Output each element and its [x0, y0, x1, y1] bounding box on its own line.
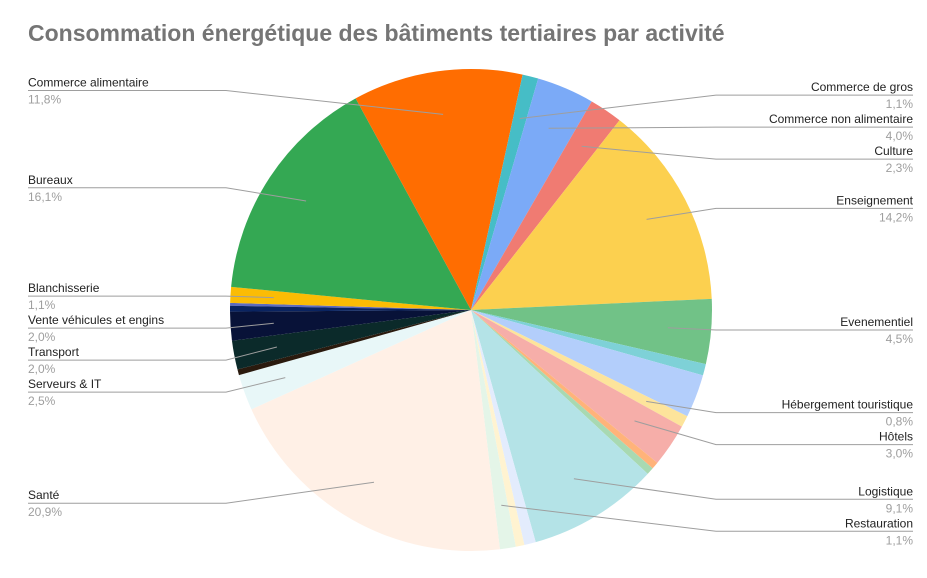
- leader-line: [573, 478, 913, 500]
- slice-value-label: 2,0%: [28, 330, 56, 344]
- slice-value-label: 2,5%: [28, 394, 56, 408]
- leader-line: [28, 481, 375, 504]
- slice-label: Commerce non alimentaire: [769, 112, 913, 126]
- slice-label: Evenementiel: [840, 315, 913, 329]
- pie-slice: [230, 305, 471, 312]
- slice-value-label: 1,1%: [28, 298, 56, 312]
- slice-value-label: 9,1%: [886, 501, 914, 515]
- pie-slice-commerce-non-alimentaire: [471, 78, 592, 310]
- slice-label: Enseignement: [836, 193, 913, 207]
- slice-value-label: 0,8%: [886, 415, 914, 429]
- slice-label: Culture: [874, 144, 913, 158]
- slice-label: Hôtels: [879, 430, 913, 444]
- slice-value-label: 3,0%: [886, 447, 914, 461]
- pie-slice-transport: [231, 310, 471, 370]
- pie-slice-enseignement: [471, 120, 712, 311]
- leader-line: [28, 377, 286, 393]
- pie-slice: [471, 310, 653, 474]
- pie-slice-logistique: [471, 310, 648, 543]
- pie-slice: [237, 310, 471, 376]
- slice-label: Santé: [28, 488, 60, 502]
- pie-slice-bureaux: [231, 98, 471, 311]
- leader-line: [28, 295, 274, 299]
- leader-line: [646, 207, 913, 220]
- slice-value-label: 20,9%: [28, 505, 62, 519]
- slice-value-label: 16,1%: [28, 190, 62, 204]
- pie-slice-commerce-de-gros: [471, 74, 539, 310]
- pie-slice-hebergement-touristique: [471, 310, 688, 427]
- pie-slice-culture: [471, 101, 620, 310]
- slice-label: Blanchisserie: [28, 281, 100, 295]
- slice-label: Hébergement touristique: [782, 398, 914, 412]
- slice-label: Commerce de gros: [811, 80, 913, 94]
- pie-slices: [230, 68, 712, 552]
- leader-line: [28, 346, 278, 361]
- leader-line: [28, 322, 274, 329]
- pie-slice-evenementiel: [471, 298, 712, 365]
- slice-value-label: 1,1%: [886, 533, 914, 547]
- leader-line: [634, 420, 913, 446]
- pie-slice-restauration: [471, 310, 516, 550]
- pie-slice-blanchisserie: [230, 286, 471, 310]
- slice-label: Serveurs & IT: [28, 377, 102, 391]
- leader-line: [501, 504, 913, 532]
- leader-line: [581, 145, 913, 160]
- slice-labels: Commerce alimentaire 11,8% Bureaux 16,1% Bla…: [28, 75, 914, 547]
- pie-slice: [471, 310, 658, 469]
- pie-slice: [471, 310, 706, 376]
- pie-slice: [471, 310, 525, 547]
- slice-label: Vente véhicules et engins: [28, 313, 164, 327]
- slice-value-label: 2,0%: [28, 362, 56, 376]
- chart-title: Consommation énergétique des bâtiments t…: [28, 20, 725, 46]
- slice-label: Commerce alimentaire: [28, 75, 149, 89]
- slice-value-label: 4,5%: [886, 332, 914, 346]
- slice-label: Logistique: [858, 484, 913, 498]
- leader-line: [28, 89, 444, 115]
- pie-slice: [471, 310, 536, 546]
- pie-slice-vente-vehicules-et-engins: [230, 310, 471, 341]
- slice-label: Bureaux: [28, 173, 73, 187]
- slice-value-label: 4,0%: [886, 129, 914, 143]
- slice-label: Transport: [28, 345, 80, 359]
- pie-slice: [471, 310, 703, 417]
- slice-value-label: 1,1%: [886, 97, 914, 111]
- slice-label: Restauration: [845, 516, 913, 530]
- slice-value-label: 14,2%: [879, 210, 913, 224]
- slice-value-label: 11,8%: [28, 92, 61, 106]
- leader-line: [667, 327, 913, 331]
- leader-line: [28, 187, 307, 202]
- pie-slice-serveurs-it: [238, 310, 471, 410]
- slice-value-label: 2,3%: [886, 161, 914, 175]
- pie-slice-hotels: [471, 310, 682, 463]
- pie-slice: [230, 302, 471, 310]
- leader-line: [646, 400, 913, 414]
- leader-line: [519, 94, 913, 119]
- pie-slice-commerce-alimentaire: [355, 68, 523, 310]
- leader-line: [548, 126, 913, 129]
